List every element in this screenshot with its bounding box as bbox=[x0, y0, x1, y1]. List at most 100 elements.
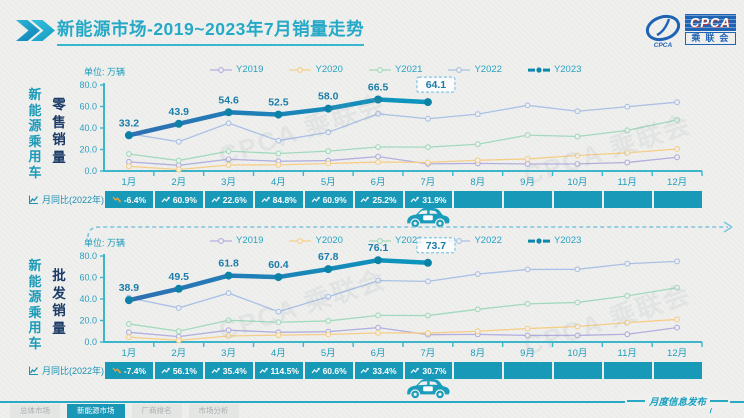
yoy-value: -6.4% bbox=[123, 194, 147, 205]
footer-divider bbox=[0, 401, 744, 403]
month-label: 10月 bbox=[567, 177, 588, 188]
series-line-Y2020 bbox=[128, 148, 678, 171]
data-label: 64.1 bbox=[426, 79, 447, 91]
yoy-value: 60.9% bbox=[322, 194, 347, 205]
yoy-value: 31.9% bbox=[422, 194, 447, 205]
month-label: 11月 bbox=[617, 177, 637, 188]
data-label: 76.1 bbox=[368, 242, 389, 254]
legend-label: Y2023 bbox=[553, 64, 582, 75]
legend-marker-icon bbox=[368, 66, 391, 73]
month-label: 12月 bbox=[667, 348, 688, 359]
category-label-vertical: 新能源乘用车 bbox=[28, 258, 42, 351]
yoy-cell-8月 bbox=[454, 191, 503, 208]
legend-marker-icon bbox=[210, 237, 232, 244]
car-icon bbox=[407, 207, 450, 229]
yoy-cell-11月 bbox=[604, 362, 653, 379]
yoy-value: 84.8% bbox=[272, 194, 297, 205]
trend-up-icon bbox=[161, 196, 170, 203]
header-chevrons-icon bbox=[16, 20, 55, 41]
yoy-cell-4月: 84.8% bbox=[254, 191, 303, 208]
flow-dashed-arrow bbox=[87, 221, 733, 238]
logo-acronym-small: CPCA bbox=[654, 42, 673, 49]
footer-tab-0[interactable]: 总体市场 bbox=[10, 404, 60, 418]
trend-up-icon bbox=[410, 367, 420, 374]
y-axis-tick-label: 40.0 bbox=[79, 123, 97, 133]
footer-tab-2[interactable]: 厂商排名 bbox=[131, 404, 182, 418]
footer-tab-3[interactable]: 市场分析 bbox=[188, 404, 239, 418]
data-label: 66.5 bbox=[368, 82, 389, 94]
yoy-value: 35.4% bbox=[222, 365, 247, 376]
y-axis-tick-label: 20.0 bbox=[79, 316, 97, 326]
yoy-cell-3月: 35.4% bbox=[204, 362, 253, 379]
logo-cn-name: 乘联会 bbox=[685, 32, 736, 45]
trend-up-icon bbox=[161, 367, 170, 374]
yoy-cell-2月: 56.1% bbox=[154, 362, 203, 379]
yoy-cells-row: -6.4% 60.9% 22.6% 84.8% 60.9% 25.2% 31.9% bbox=[105, 191, 702, 208]
month-label: 2月 bbox=[171, 177, 187, 188]
yoy-row-label: 月同比(2022年) bbox=[20, 191, 104, 208]
month-label: 4月 bbox=[271, 348, 286, 359]
data-label: 52.5 bbox=[268, 97, 289, 109]
legend-label: Y2023 bbox=[553, 235, 582, 246]
month-axis-labels: 1月 2月 3月 4月 5月 6月 7月 8月 9月 10月 11月 12月 bbox=[104, 345, 702, 359]
yoy-cell-4月: 114.5% bbox=[254, 362, 303, 379]
legend-item-Y2019: Y2019 bbox=[210, 64, 263, 75]
logo-text-block: CPCA 乘联会 bbox=[685, 14, 736, 45]
series-line-Y2021 bbox=[128, 287, 678, 332]
data-label: 54.6 bbox=[218, 94, 239, 106]
month-label: 2月 bbox=[171, 348, 187, 359]
legend-marker-icon bbox=[527, 66, 550, 73]
release-dash bbox=[626, 400, 645, 402]
measure-label-vertical: 零售销量 bbox=[52, 97, 66, 165]
yoy-value: 114.5% bbox=[270, 365, 299, 376]
month-label: 5月 bbox=[320, 177, 336, 188]
wholesale-section: 单位: 万辆 新能源乘用车 批发销量 Y2019 Y2020 Y2021 Y2022 Y… bbox=[0, 231, 744, 407]
legend-marker-icon bbox=[210, 66, 232, 73]
legend-item-Y2021: Y2021 bbox=[368, 235, 423, 246]
trend-up-icon bbox=[311, 367, 320, 374]
month-label: 3月 bbox=[221, 177, 236, 188]
y-axis-tick-label: 20.0 bbox=[79, 145, 97, 155]
yoy-value: 56.1% bbox=[172, 365, 197, 376]
yoy-value: -7.4% bbox=[123, 365, 147, 376]
data-label: 58.0 bbox=[318, 91, 339, 103]
series-line-Y2022 bbox=[128, 260, 678, 313]
month-label: 6月 bbox=[370, 348, 386, 359]
chart-legend: Y2019 Y2020 Y2021 Y2022 Y2023 bbox=[210, 235, 581, 246]
month-label: 4月 bbox=[271, 177, 286, 188]
legend-item-Y2023: Y2023 bbox=[527, 235, 582, 246]
legend-item-Y2023: Y2023 bbox=[527, 64, 582, 75]
category-label-vertical: 新能源乘用车 bbox=[28, 87, 42, 180]
yoy-cell-6月: 33.4% bbox=[354, 362, 403, 379]
yoy-cell-3月: 22.6% bbox=[204, 191, 253, 208]
y-axis-tick-label: 0.0 bbox=[84, 337, 97, 347]
series-line-Y2022 bbox=[128, 101, 678, 143]
yoy-value: 25.2% bbox=[372, 194, 397, 205]
retail-section: 单位: 万辆 新能源乘用车 零售销量 Y2019 Y2020 Y2021 Y2022 Y… bbox=[0, 60, 744, 236]
yoy-cell-7月: 31.9% bbox=[404, 191, 453, 208]
yoy-cell-9月 bbox=[504, 362, 553, 379]
footer-tab-1[interactable]: 新能源市场 bbox=[67, 404, 125, 418]
car-icon bbox=[407, 378, 450, 400]
data-label: 43.9 bbox=[169, 106, 190, 118]
legend-item-Y2020: Y2020 bbox=[289, 64, 343, 75]
legend-label: Y2021 bbox=[394, 64, 423, 75]
y-axis-tick-label: 60.0 bbox=[79, 102, 97, 112]
yoy-cell-7月: 30.7% bbox=[404, 362, 453, 379]
month-label: 7月 bbox=[420, 348, 436, 359]
legend-label: Y2021 bbox=[394, 235, 423, 246]
y-axis-tick-label: 80.0 bbox=[79, 80, 97, 90]
yoy-label-text: 月同比(2022年) bbox=[41, 366, 104, 376]
trend-up-icon bbox=[360, 367, 370, 374]
legend-marker-icon bbox=[289, 237, 312, 244]
y-axis-tick-label: 80.0 bbox=[79, 251, 97, 261]
data-label: 67.8 bbox=[318, 251, 339, 263]
yoy-cell-10月 bbox=[554, 191, 603, 208]
chart-legend: Y2019 Y2020 Y2021 Y2022 Y2023 bbox=[210, 64, 581, 75]
data-label: 73.7 bbox=[426, 240, 447, 252]
trend-up-icon bbox=[410, 196, 420, 203]
retail-line-chart: 0.0 20.0 40.0 60.0 80.0 33.2 43.9 54.6 52.5 58.0 6… bbox=[79, 76, 703, 176]
month-label: 1月 bbox=[121, 177, 137, 188]
yoy-cell-1月: -6.4% bbox=[105, 191, 153, 208]
